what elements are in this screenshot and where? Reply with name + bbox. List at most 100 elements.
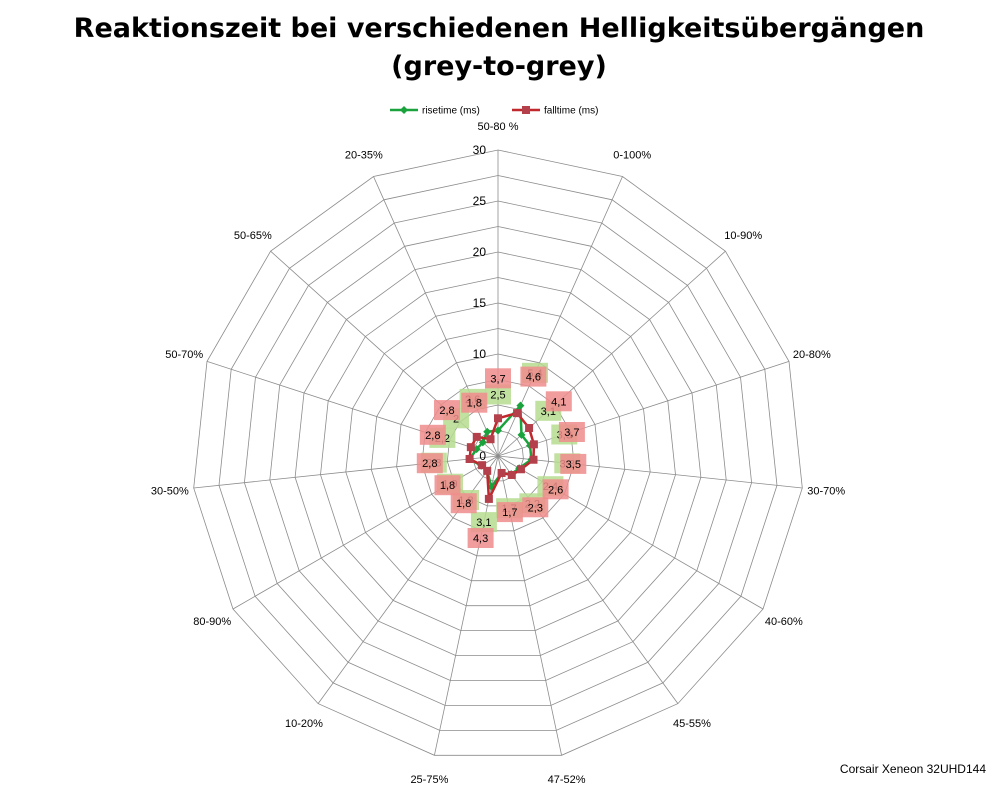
- series-line: [468, 411, 536, 501]
- grid-ring: [243, 200, 753, 706]
- tick-label: 20: [473, 245, 487, 259]
- series-point: [484, 494, 493, 503]
- series-point: [478, 438, 487, 447]
- series-point: [483, 466, 492, 475]
- category-label: 30-70%: [807, 486, 845, 498]
- series-point: [516, 465, 525, 474]
- data-label: 4,3: [467, 528, 494, 548]
- svg-text:risetime (ms): risetime (ms): [422, 106, 480, 117]
- svg-text:1,8: 1,8: [456, 498, 471, 510]
- svg-text:4,6: 4,6: [526, 372, 541, 384]
- grid-ring: [294, 251, 702, 656]
- series-point: [486, 435, 495, 444]
- series-point: [516, 401, 525, 410]
- category-label: 47-52%: [548, 774, 586, 786]
- grid-ring: [396, 353, 600, 557]
- tick-label: 25: [473, 194, 487, 208]
- grid-ring: [345, 302, 651, 607]
- category-label: 50-80 %: [478, 121, 519, 133]
- tick-label: 30: [473, 143, 487, 157]
- series-line: [468, 404, 533, 489]
- series-point: [494, 414, 502, 423]
- svg-text:2,8: 2,8: [439, 405, 454, 417]
- svg-text:1,8: 1,8: [467, 398, 482, 410]
- svg-text:2,8: 2,8: [425, 430, 440, 442]
- grid-spoke: [497, 361, 790, 457]
- category-label: 0-100%: [613, 150, 651, 162]
- svg-text:3,5: 3,5: [566, 459, 581, 471]
- svg-text:3,1: 3,1: [476, 517, 491, 529]
- data-labels: 2,55,43,13,33,32,42,21,73,11,81,92,82,22…: [416, 362, 587, 548]
- series-point: [483, 427, 492, 436]
- legend: risetime (ms) falltime (ms): [390, 106, 598, 117]
- series-point: [529, 455, 538, 464]
- data-label: 2,6: [542, 479, 569, 500]
- series-point: [507, 470, 516, 479]
- data-label: 1,8: [450, 493, 477, 514]
- grid-spoke: [497, 455, 679, 704]
- category-label: 30-50%: [151, 486, 189, 498]
- grid-ring: [370, 328, 626, 582]
- chart-title: Reaktionszeit bei verschiedenen Helligke…: [0, 10, 998, 86]
- tick-label: 15: [473, 296, 487, 310]
- grid-ring: [269, 226, 727, 681]
- svg-text:2,6: 2,6: [548, 484, 563, 496]
- data-label: 3,5: [560, 453, 587, 474]
- grid-spoke: [434, 455, 499, 756]
- category-label: 20-80%: [793, 349, 831, 361]
- chart-title-line2: (grey-to-grey): [391, 51, 607, 82]
- series-point: [465, 454, 474, 463]
- tick-label: 0: [479, 449, 486, 463]
- svg-text:3,7: 3,7: [564, 427, 579, 439]
- category-label: 50-70%: [165, 349, 203, 361]
- series-point: [494, 426, 502, 435]
- series-point: [513, 409, 522, 418]
- grid-spoke: [497, 455, 803, 489]
- series-point: [497, 468, 506, 477]
- category-label: 45-55%: [673, 718, 711, 730]
- grid-spoke: [193, 455, 499, 489]
- svg-text:2,3: 2,3: [528, 502, 543, 514]
- radar-grid: [193, 149, 803, 756]
- svg-text:4,1: 4,1: [551, 396, 566, 408]
- data-label: 3,7: [558, 422, 585, 442]
- data-label: 1,8: [434, 475, 461, 496]
- tick-label: 10: [473, 347, 487, 361]
- data-label: 3,7: [485, 368, 511, 389]
- series-lines: [465, 401, 538, 503]
- data-label: 4,1: [545, 391, 572, 412]
- category-labels: 50-80 % 0-100% 10-90% 20-80% 30-70% 40-60% 45-…: [151, 121, 846, 786]
- grid-spoke: [497, 250, 726, 457]
- svg-text:1,7: 1,7: [502, 507, 517, 519]
- data-label: 2,8: [419, 424, 446, 445]
- data-label: 4,6: [520, 366, 547, 387]
- category-label: 50-65%: [234, 230, 272, 242]
- legend-entry: falltime (ms): [512, 106, 598, 117]
- data-label: 1,8: [461, 392, 488, 413]
- series-point: [525, 424, 534, 433]
- grid-ring: [320, 277, 676, 631]
- grid-ring: [421, 379, 575, 532]
- category-label: 40-60%: [765, 616, 803, 628]
- data-label: 2,8: [434, 400, 460, 421]
- category-label: 25-75%: [410, 774, 448, 786]
- category-label: 80-90%: [193, 616, 231, 628]
- legend-entry: risetime (ms): [390, 106, 480, 117]
- svg-text:4,3: 4,3: [473, 533, 488, 545]
- data-label: 2,8: [416, 453, 443, 474]
- series-point: [466, 443, 475, 452]
- svg-text:2,8: 2,8: [422, 458, 437, 470]
- svg-text:3,7: 3,7: [490, 373, 505, 385]
- data-label: 3,1: [470, 512, 497, 533]
- series-point: [517, 430, 526, 439]
- series-point: [472, 432, 481, 441]
- svg-text:falltime (ms): falltime (ms): [544, 106, 598, 117]
- category-label: 20-35%: [345, 150, 383, 162]
- grid-ring: [193, 149, 803, 756]
- data-label: 1,7: [496, 502, 523, 523]
- monitor-credit: Corsair Xeneon 32UHD144: [839, 762, 986, 776]
- data-label: 2,5: [485, 384, 511, 405]
- grid-ring: [218, 175, 778, 731]
- chart-title-line1: Reaktionszeit bei verschiedenen Helligke…: [73, 13, 925, 44]
